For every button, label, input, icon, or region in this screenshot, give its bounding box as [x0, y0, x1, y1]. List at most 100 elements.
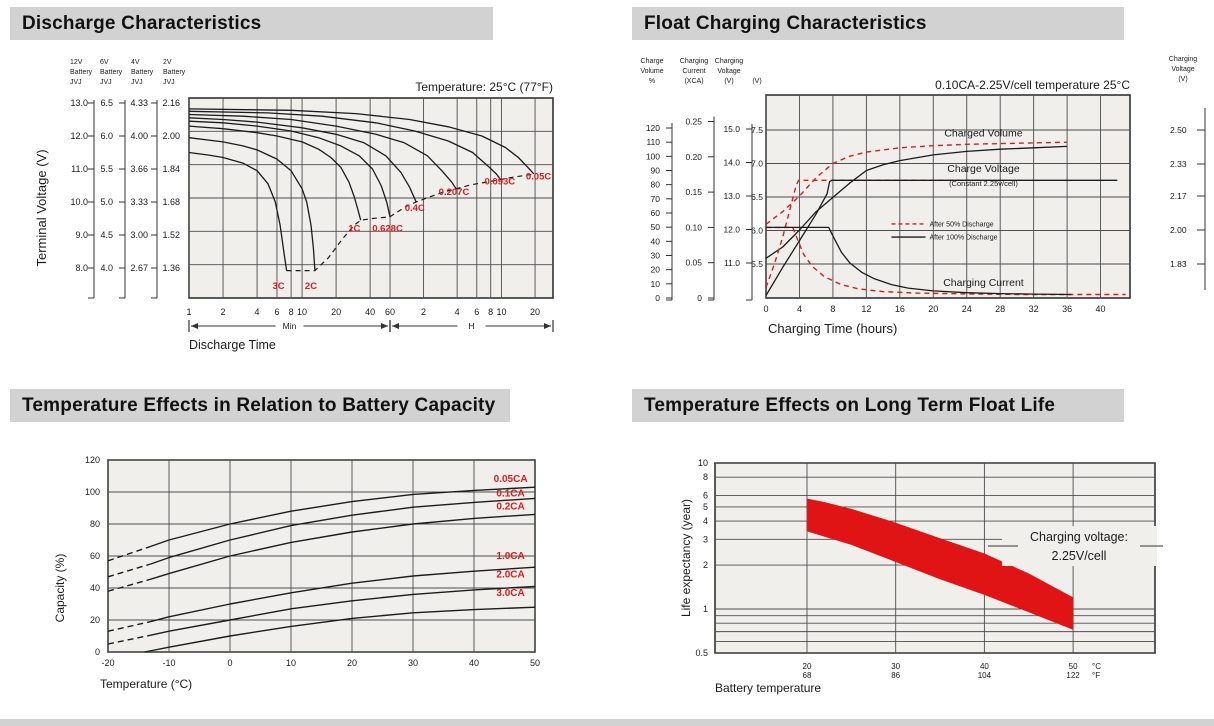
capacity-curve-dashed-2.0CA: [107, 634, 151, 645]
column-header: (V): [724, 78, 733, 85]
column-header: (XCA): [684, 78, 703, 85]
column-header: JVJ: [131, 79, 143, 86]
voltage-scale-value: 3.66: [130, 164, 148, 174]
unit-label: °F: [1092, 671, 1100, 680]
tick-label: 4: [703, 516, 708, 526]
column-header: 4V: [131, 59, 140, 66]
rate-label: 3.0CA: [496, 588, 524, 599]
scale-value: 50: [651, 222, 661, 232]
legend-label: After 100% Discharge: [929, 235, 997, 242]
tick-label: 5: [703, 502, 708, 512]
voltage-scale-value: 13.0: [70, 98, 88, 108]
discharge-curve-3C: [188, 151, 288, 271]
rate-label: 1C: [348, 223, 360, 234]
tick-label: 40: [90, 583, 100, 593]
next-section-divider: [0, 719, 1214, 726]
hour-span-arrowhead: [392, 323, 399, 329]
rate-label: 0.093C: [485, 177, 516, 188]
voltage-scale-value: 8.0: [75, 263, 88, 273]
rate-label: 0.628C: [372, 223, 403, 234]
title-discharge-characteristics: Discharge Characteristics: [10, 7, 493, 40]
tick-label: 30: [891, 662, 900, 671]
voltage-scale-value: 11.0: [71, 164, 88, 174]
rate-label: 0.4C: [405, 203, 425, 214]
rate-label: 0.2CA: [496, 501, 524, 512]
column-header: Battery: [131, 69, 154, 76]
tick-label: 28: [995, 304, 1005, 314]
voltage-scale-value: 4.33: [130, 98, 148, 108]
legend-label: After 50% Discharge: [929, 221, 993, 228]
tick-label: 20: [331, 307, 341, 317]
tick-label: 20: [90, 615, 100, 625]
scale-value: 2.50: [1170, 125, 1187, 135]
voltage-scale-value: 5.5: [100, 164, 113, 174]
tick-label: 80: [90, 519, 100, 529]
scale-value: 70: [651, 194, 661, 204]
float-life-chart: 1086543210.5206830864010450122°C°FBatter…: [679, 458, 1163, 695]
scale-value: 30: [651, 250, 661, 260]
tick-label: 60: [385, 307, 395, 317]
x-axis-title: Battery temperature: [715, 681, 821, 695]
capacity-curve-dashed-0.2CA: [107, 578, 151, 592]
tick-label: 122: [1066, 671, 1080, 680]
annotation-halo: [1002, 526, 1157, 566]
tick-label: 40: [469, 658, 479, 668]
tick-label: 100: [85, 487, 100, 497]
scale-value: 60: [651, 208, 661, 218]
scale-value: 100: [646, 151, 660, 161]
column-header: Voltage: [1171, 66, 1194, 73]
tick-label: 16: [895, 304, 905, 314]
voltage-scale-value: 1.84: [162, 164, 180, 174]
tick-label: 2: [421, 307, 426, 317]
scale-value: 6.5: [751, 192, 763, 202]
capacity-curve-0.05CA: [150, 486, 536, 548]
tick-label: 3: [703, 534, 708, 544]
discharge-curve-0.4C: [188, 117, 417, 203]
scale-value: 80: [651, 180, 661, 190]
voltage-scale-value: 6.0: [100, 131, 113, 141]
tick-label: 0: [95, 647, 100, 657]
tick-label: 24: [962, 304, 972, 314]
voltage-scale-value: 1.52: [162, 230, 180, 240]
x-axis-title: Charging Time (hours): [768, 321, 897, 336]
rate-label: 0.05C: [526, 171, 551, 182]
tick-label: 30: [408, 658, 418, 668]
voltage-scale-value: 1.68: [162, 197, 180, 207]
column-header: JVJ: [70, 79, 82, 86]
temperature-note: Temperature: 25°C (77°F): [415, 80, 553, 94]
life-expectancy-band: [807, 498, 1074, 630]
capacity-curve-0.2CA: [150, 513, 536, 580]
scale-value: 0.05: [685, 258, 702, 268]
column-header: Charging: [715, 58, 744, 65]
tick-label: 50: [530, 658, 540, 668]
voltage-scale-value: 3.00: [130, 230, 148, 240]
tick-label: 0.5: [695, 648, 708, 658]
charging-current-after-50-curve: [766, 226, 1126, 296]
tick-label: 20: [803, 662, 812, 671]
tick-label: 10: [698, 458, 708, 468]
scale-value: 12.0: [723, 225, 740, 235]
charging-current-after-100-curve: [766, 226, 1072, 296]
hour-span-label: H: [468, 321, 474, 331]
scale-value: 5.5: [751, 259, 763, 269]
discharge-curve-0.05C: [188, 108, 535, 175]
scale-value: 110: [646, 137, 660, 147]
scale-value: 40: [651, 236, 661, 246]
tick-label: 1: [186, 307, 191, 317]
discharge-curve-0.628C: [188, 120, 391, 217]
tick-label: 2: [221, 307, 226, 317]
column-header: JVJ: [163, 79, 175, 86]
discharge-curve-2C: [188, 137, 316, 271]
column-header: Voltage: [717, 68, 740, 75]
condition-note: 0.10CA-2.25V/cell temperature 25°C: [935, 78, 1130, 92]
column-header: Charging: [680, 58, 709, 65]
tick-label: 68: [803, 671, 812, 680]
column-header: JVJ: [100, 79, 112, 86]
tick-label: 20: [347, 658, 357, 668]
tick-label: 32: [1029, 304, 1039, 314]
rate-label: 2.0CA: [496, 569, 524, 580]
tick-label: 60: [90, 551, 100, 561]
